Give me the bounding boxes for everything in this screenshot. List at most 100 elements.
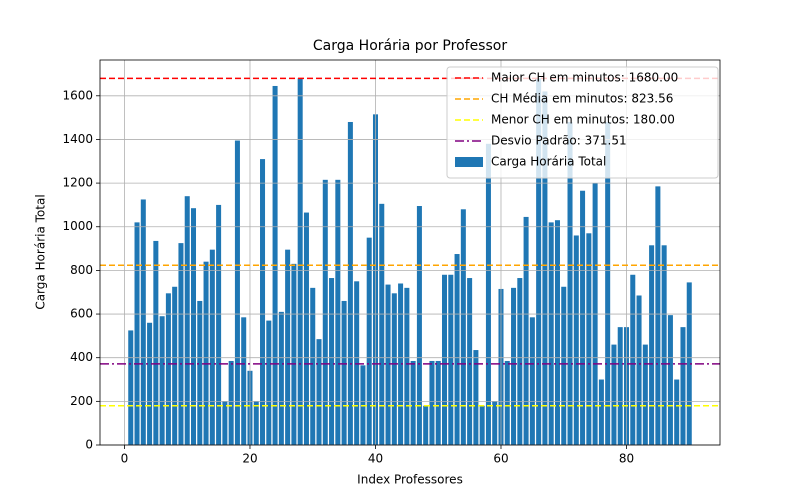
bar — [667, 315, 673, 445]
bar — [310, 287, 316, 445]
bar — [303, 212, 309, 445]
bar — [128, 330, 134, 445]
x-tick-label: 80 — [619, 452, 634, 466]
legend-label: Maior CH em minutos: 1680.00 — [491, 71, 678, 85]
bar — [416, 206, 422, 445]
bar — [636, 295, 642, 445]
bar — [178, 243, 184, 445]
bar — [140, 199, 146, 445]
bar — [605, 121, 611, 445]
bar — [473, 350, 479, 445]
plot-frame — [99, 59, 721, 446]
bar — [266, 320, 272, 445]
bar — [511, 287, 517, 445]
bar — [134, 222, 140, 445]
bar — [260, 159, 266, 446]
bar — [391, 293, 397, 445]
bar — [316, 339, 322, 445]
bar — [228, 360, 234, 445]
y-tick-label: 800 — [70, 263, 93, 277]
bar — [479, 405, 485, 445]
bar — [529, 317, 535, 445]
y-tick-label: 0 — [85, 438, 93, 452]
y-tick-label: 600 — [70, 307, 93, 321]
bar — [649, 245, 655, 445]
bar — [398, 283, 404, 445]
bar — [404, 287, 410, 445]
bar — [347, 121, 353, 445]
bar — [467, 278, 473, 445]
bar — [561, 286, 567, 445]
bar — [661, 245, 667, 445]
bar — [536, 78, 542, 445]
bar — [598, 379, 604, 445]
bar — [542, 91, 548, 445]
bar — [153, 240, 159, 445]
bar — [297, 78, 303, 445]
bar — [548, 222, 554, 445]
bar — [329, 278, 335, 445]
bar — [216, 204, 222, 445]
chart-title: Carga Horária por Professor — [313, 38, 507, 54]
bar — [517, 278, 523, 445]
bar — [523, 216, 529, 445]
y-axis-label: Carga Horária Total — [34, 194, 48, 309]
bar — [335, 179, 341, 446]
bar — [234, 140, 240, 446]
x-tick-label: 0 — [121, 452, 129, 466]
y-tick-label: 1400 — [62, 132, 93, 146]
bar — [460, 209, 466, 445]
bar — [617, 327, 623, 445]
bar — [322, 179, 328, 446]
x-tick-label: 20 — [242, 452, 257, 466]
y-tick-label: 1600 — [62, 88, 93, 102]
x-axis-label: Index Professores — [357, 473, 463, 487]
bar — [366, 237, 372, 445]
legend-box — [446, 66, 719, 179]
legend-label: CH Média em minutos: 823.56 — [491, 92, 673, 106]
bar — [203, 261, 209, 445]
bar — [586, 233, 592, 445]
bar — [385, 284, 391, 445]
bar — [686, 282, 692, 445]
legend-label: Carga Horária Total — [491, 155, 606, 169]
bar — [674, 379, 680, 445]
bar — [454, 254, 460, 445]
bar — [190, 208, 197, 445]
bar — [354, 281, 360, 445]
bar — [222, 401, 228, 445]
bar — [410, 360, 416, 445]
bar — [172, 286, 178, 445]
bar — [209, 249, 215, 445]
bar — [611, 344, 617, 445]
bar — [442, 274, 448, 445]
bar — [423, 405, 429, 445]
bar — [147, 322, 153, 445]
bar — [165, 293, 171, 445]
bar — [435, 360, 441, 445]
bar — [448, 274, 454, 445]
legend-label: Desvio Padrão: 371.51 — [491, 134, 627, 148]
legend-swatch — [455, 157, 483, 167]
y-tick-label: 1000 — [62, 219, 93, 233]
bar — [285, 249, 291, 445]
bar — [580, 190, 586, 445]
bar — [504, 360, 510, 445]
bar — [184, 196, 190, 445]
bar — [159, 316, 165, 445]
bar — [573, 235, 579, 445]
bar — [642, 344, 648, 445]
bar — [291, 263, 297, 445]
bar — [278, 311, 284, 445]
bar — [655, 186, 661, 445]
legend-label: Menor CH em minutos: 180.00 — [491, 113, 675, 127]
bar — [341, 300, 347, 445]
bar — [379, 203, 385, 445]
bar — [680, 327, 686, 445]
y-tick-label: 400 — [70, 350, 93, 364]
bar — [241, 317, 247, 445]
y-tick-label: 200 — [70, 394, 93, 408]
x-tick-label: 40 — [368, 452, 383, 466]
bar — [492, 401, 498, 445]
